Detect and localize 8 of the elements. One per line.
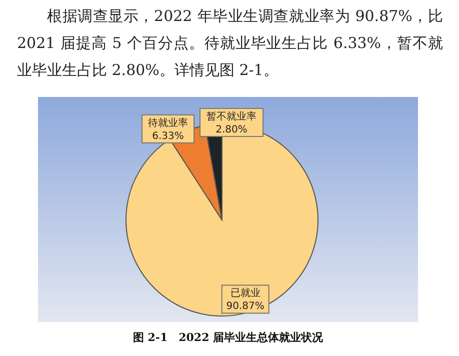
slice-label: 待就业率: [148, 116, 188, 129]
data-label: 6.33%: [152, 130, 184, 142]
text: 图 2-1 2022 届毕业生总体就业状况: [132, 331, 324, 344]
slice-label: 暂不就业率: [206, 110, 257, 122]
text: 根据调查显示，2022 年毕业生调查就业率为 90.87%，比 2021 届提高 5 个百分点。待就业毕业生占比 6.33%，暂不就业毕业生占比 2.80%。详情见图 2-1。: [17, 7, 443, 79]
slice-label: 已就业: [230, 287, 260, 300]
data-label: 90.87%: [226, 301, 264, 312]
data-label: 2.80%: [216, 124, 248, 136]
